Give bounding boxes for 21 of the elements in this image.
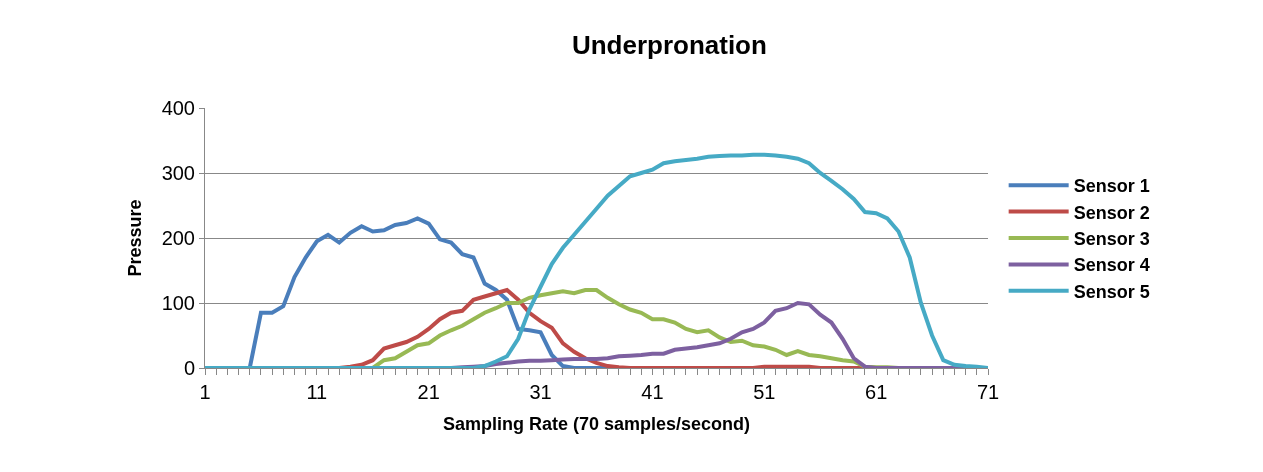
legend-label: Sensor 5 [1073,281,1150,302]
x-tick-label: 71 [976,381,1000,403]
x-tick-label: 11 [306,381,328,403]
y-tick-label: 200 [161,227,195,249]
y-tick-label: 300 [161,162,195,184]
x-tick-label: 41 [641,381,664,403]
legend-label: Sensor 4 [1073,255,1150,276]
legend-label: Sensor 2 [1073,202,1150,223]
y-tick-label: 100 [161,292,195,314]
legend-label: Sensor 1 [1073,176,1150,197]
y-tick-label: 0 [183,357,195,379]
y-axis-title: Pressure [124,199,145,277]
x-tick-label: 51 [753,381,776,403]
x-axis-title: Sampling Rate (70 samples/second) [442,414,751,435]
y-tick-label: 400 [161,97,195,119]
legend-label: Sensor 3 [1073,229,1150,250]
x-tick-label: 1 [199,381,211,403]
x-tick-label: 31 [529,381,552,403]
x-tick-label: 21 [417,381,440,403]
x-tick-label: 61 [865,381,888,403]
chart-title: Underpronation [571,29,767,60]
